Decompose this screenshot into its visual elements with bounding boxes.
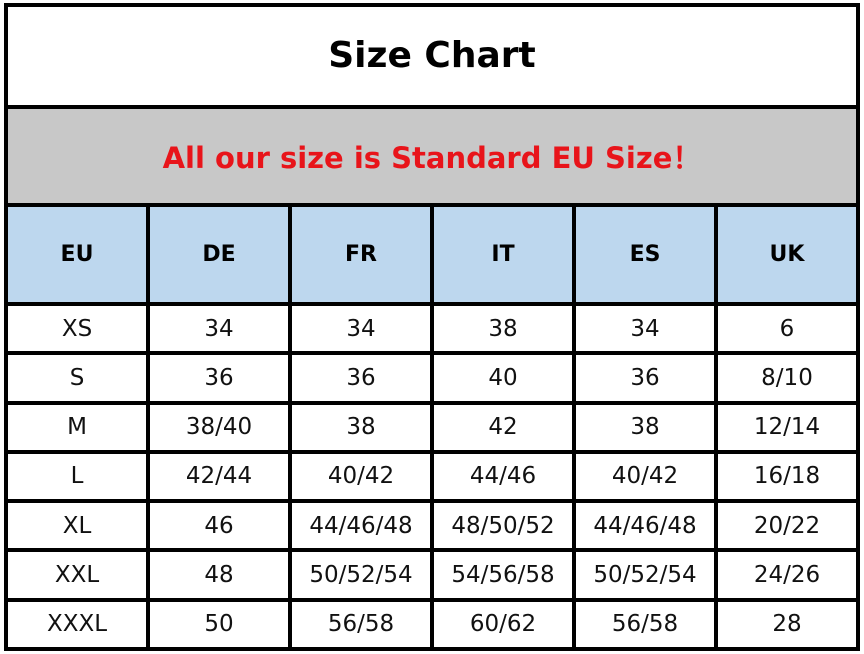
table-cell: L bbox=[4, 449, 150, 504]
table-cell: 56/58 bbox=[572, 597, 718, 652]
table-cell: XXL bbox=[4, 548, 150, 602]
table-cell: 46 bbox=[146, 499, 292, 553]
column-header-eu: EU bbox=[4, 203, 150, 306]
table-cell: 34 bbox=[146, 301, 292, 356]
table-row: L 42/44 40/42 44/46 40/42 16/18 bbox=[4, 449, 860, 504]
table-row: XXL 48 50/52/54 54/56/58 50/52/54 24/26 bbox=[4, 548, 860, 602]
column-header-uk: UK bbox=[714, 203, 860, 306]
table-cell: 34 bbox=[572, 301, 718, 356]
table-row: S 36 36 40 36 8/10 bbox=[4, 351, 860, 405]
table-cell: M bbox=[4, 400, 150, 454]
table-cell: 50/52/54 bbox=[288, 548, 434, 602]
table-cell: 36 bbox=[146, 351, 292, 405]
column-header-de: DE bbox=[146, 203, 292, 306]
column-header-es: ES bbox=[572, 203, 718, 306]
table-cell: 40 bbox=[430, 351, 576, 405]
table-cell: 42 bbox=[430, 400, 576, 454]
table-cell: 44/46/48 bbox=[572, 499, 718, 553]
table-cell: 38/40 bbox=[146, 400, 292, 454]
table-cell: 48/50/52 bbox=[430, 499, 576, 553]
header-row: EU DE FR IT ES UK bbox=[4, 203, 860, 306]
table-cell: 40/42 bbox=[572, 449, 718, 504]
table-row: M 38/40 38 42 38 12/14 bbox=[4, 400, 860, 454]
table-cell: 60/62 bbox=[430, 597, 576, 652]
page-title: Size Chart bbox=[4, 3, 860, 109]
table-cell: 6 bbox=[714, 301, 860, 356]
table-cell: 38 bbox=[288, 400, 434, 454]
table-row: XS 34 34 38 34 6 bbox=[4, 301, 860, 356]
table-cell: XS bbox=[4, 301, 150, 356]
table-cell: 40/42 bbox=[288, 449, 434, 504]
table-cell: XXXL bbox=[4, 597, 150, 652]
table-cell: 20/22 bbox=[714, 499, 860, 553]
column-header-fr: FR bbox=[288, 203, 434, 306]
table-cell: 42/44 bbox=[146, 449, 292, 504]
table-cell: 38 bbox=[430, 301, 576, 356]
table-cell: 48 bbox=[146, 548, 292, 602]
table-cell: 36 bbox=[288, 351, 434, 405]
table-cell: S bbox=[4, 351, 150, 405]
size-chart-table: Size Chart All our size is Standard EU S… bbox=[4, 3, 860, 652]
table-cell: 36 bbox=[572, 351, 718, 405]
table-cell: 44/46 bbox=[430, 449, 576, 504]
table-cell: 54/56/58 bbox=[430, 548, 576, 602]
table-cell: 50 bbox=[146, 597, 292, 652]
table-cell: 24/26 bbox=[714, 548, 860, 602]
table-cell: 8/10 bbox=[714, 351, 860, 405]
table-cell: 16/18 bbox=[714, 449, 860, 504]
table-row: XXXL 50 56/58 60/62 56/58 28 bbox=[4, 597, 860, 652]
table-cell: XL bbox=[4, 499, 150, 553]
table-row: XL 46 44/46/48 48/50/52 44/46/48 20/22 bbox=[4, 499, 860, 553]
column-header-it: IT bbox=[430, 203, 576, 306]
table-cell: 34 bbox=[288, 301, 434, 356]
table-cell: 50/52/54 bbox=[572, 548, 718, 602]
table-cell: 38 bbox=[572, 400, 718, 454]
table-cell: 56/58 bbox=[288, 597, 434, 652]
table-cell: 12/14 bbox=[714, 400, 860, 454]
table-cell: 28 bbox=[714, 597, 860, 652]
standard-size-note: All our size is Standard EU Size！ bbox=[4, 104, 860, 208]
table-cell: 44/46/48 bbox=[288, 499, 434, 553]
